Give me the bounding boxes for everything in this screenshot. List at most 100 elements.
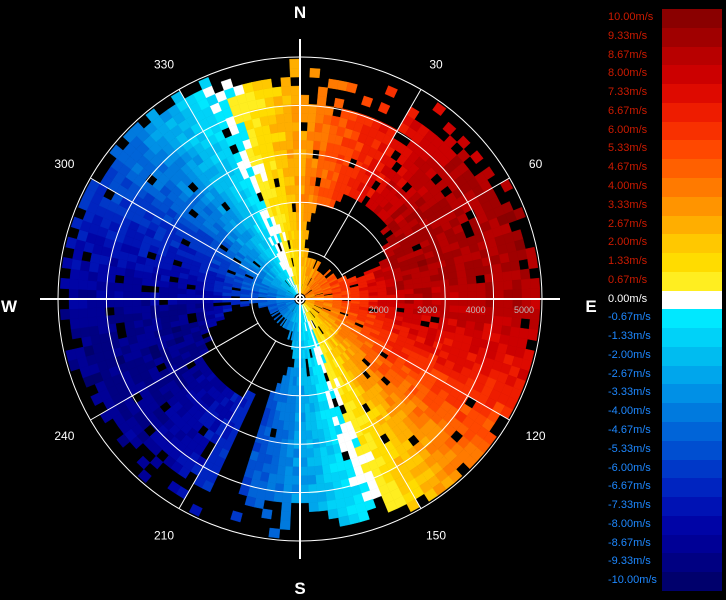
- velocity-bin: [491, 263, 503, 274]
- velocity-bin: [502, 307, 514, 318]
- velocity-bin: [310, 420, 318, 431]
- velocity-bin: [292, 130, 301, 141]
- velocity-data-layer: [59, 58, 541, 539]
- colorbar-entry: -2.67m/s: [606, 365, 726, 385]
- colorbar-label: -1.33m/s: [608, 330, 651, 343]
- colorbar-swatch: [662, 46, 722, 66]
- velocity-bin: [278, 140, 288, 151]
- range-ring-label: 2000: [369, 305, 389, 315]
- velocity-bin: [276, 465, 286, 476]
- velocity-bin: [292, 466, 301, 477]
- colorbar-label: 1.33m/s: [608, 255, 648, 268]
- velocity-bin: [269, 123, 279, 134]
- velocity-bin: [412, 282, 423, 290]
- velocity-bin: [65, 236, 78, 250]
- colorbar-entry: 1.33m/s: [606, 253, 726, 272]
- velocity-bin: [384, 85, 398, 99]
- colorbar-label: -6.67m/s: [608, 480, 651, 493]
- colorbar-label: -8.00m/s: [608, 517, 651, 530]
- velocity-bin: [448, 277, 459, 287]
- velocity-bin: [509, 326, 521, 338]
- colorbar-swatch: [662, 309, 722, 329]
- colorbar-label: 9.33m/s: [608, 29, 648, 42]
- colorbar-entry: 0.00m/s: [606, 290, 726, 310]
- velocity-bin: [65, 348, 78, 362]
- velocity-bin: [299, 493, 310, 504]
- velocity-bin: [176, 303, 187, 310]
- polar-grid: [40, 39, 560, 559]
- velocity-bin: [279, 519, 291, 531]
- velocity-bin: [306, 130, 315, 141]
- velocity-bin: [159, 310, 170, 318]
- velocity-bin: [86, 289, 97, 300]
- velocity-bin: [122, 291, 133, 300]
- azimuth-tick-label: 150: [426, 529, 446, 543]
- colorbar-swatch: [662, 102, 722, 122]
- velocity-bin: [449, 305, 460, 314]
- colorbar-entry: 4.00m/s: [606, 177, 726, 197]
- velocity-bin: [493, 272, 504, 283]
- velocity-bin: [528, 318, 540, 331]
- azimuth-spoke: [323, 89, 422, 258]
- velocity-bin: [430, 280, 441, 288]
- velocity-bin: [284, 466, 293, 477]
- velocity-bin: [289, 184, 296, 195]
- colorbar-swatch: [662, 196, 722, 216]
- velocity-bin: [327, 508, 339, 520]
- velocity-bin: [384, 499, 398, 513]
- colorbar-entry: -6.00m/s: [606, 459, 726, 479]
- velocity-bin: [481, 166, 496, 180]
- velocity-bin: [314, 261, 322, 271]
- velocity-bin: [304, 403, 311, 414]
- velocity-bin: [494, 298, 505, 309]
- velocity-bin: [86, 307, 98, 318]
- direction-north-label: N: [294, 3, 306, 22]
- velocity-bin: [285, 130, 294, 141]
- velocity-bin: [314, 465, 324, 476]
- colorbar-label: -10.00m/s: [608, 574, 657, 587]
- velocity-bin: [96, 272, 107, 283]
- colorbar-label: 8.67m/s: [608, 48, 648, 61]
- velocity-bin: [131, 305, 142, 314]
- velocity-bin: [86, 298, 97, 309]
- velocity-bin: [292, 211, 297, 222]
- colorbar-swatch: [662, 459, 722, 479]
- colorbar-swatch: [662, 422, 722, 441]
- velocity-bin: [303, 376, 308, 387]
- velocity-bin: [302, 367, 308, 378]
- velocity-bin: [421, 281, 432, 289]
- colorbar-entry: -4.67m/s: [606, 422, 726, 441]
- velocity-bin: [529, 277, 541, 290]
- velocity-bin: [267, 114, 278, 125]
- velocity-bin: [131, 284, 142, 293]
- velocity-bin: [283, 112, 293, 123]
- velocity-bin: [291, 475, 301, 486]
- velocity-bin: [268, 527, 281, 539]
- velocity-bin: [449, 284, 460, 293]
- velocity-bin: [299, 130, 308, 141]
- velocity-bin: [449, 298, 460, 307]
- colorbar-entry: 2.67m/s: [606, 215, 726, 235]
- velocity-bin: [264, 96, 275, 108]
- colorbar-swatch: [662, 478, 722, 498]
- colorbar-label: -6.00m/s: [608, 461, 651, 474]
- velocity-bin: [140, 298, 151, 307]
- velocity-bin: [122, 283, 133, 292]
- velocity-bin: [309, 411, 317, 422]
- velocity-bin: [303, 385, 309, 396]
- velocity-bin: [88, 261, 100, 273]
- velocity-bin: [476, 290, 487, 300]
- velocity-bin: [185, 303, 196, 310]
- velocity-bin: [280, 76, 291, 88]
- velocity-bin: [132, 312, 143, 322]
- velocity-bin: [386, 290, 397, 296]
- velocity-bin: [113, 306, 124, 316]
- velocity-bin: [308, 501, 319, 513]
- velocity-bin: [140, 291, 151, 300]
- velocity-bin: [304, 184, 311, 195]
- velocity-bin: [145, 108, 160, 123]
- colorbar-label: -4.67m/s: [608, 424, 651, 437]
- velocity-bin: [456, 269, 467, 279]
- velocity-bin: [422, 287, 433, 294]
